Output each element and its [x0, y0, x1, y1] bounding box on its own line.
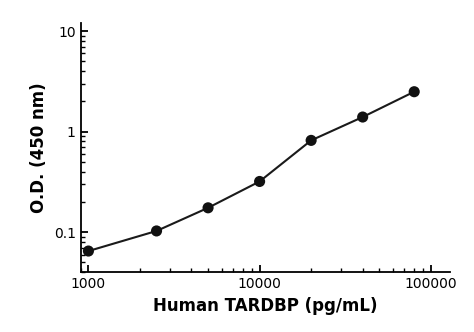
Point: [307, 138, 315, 143]
Point: [153, 228, 160, 234]
Y-axis label: O.D. (450 nm): O.D. (450 nm): [30, 82, 48, 213]
Point: [256, 179, 264, 184]
Point: [204, 205, 212, 210]
X-axis label: Human TARDBP (pg/mL): Human TARDBP (pg/mL): [153, 297, 378, 315]
Point: [85, 248, 92, 254]
Point: [359, 115, 366, 120]
Point: [410, 89, 418, 94]
